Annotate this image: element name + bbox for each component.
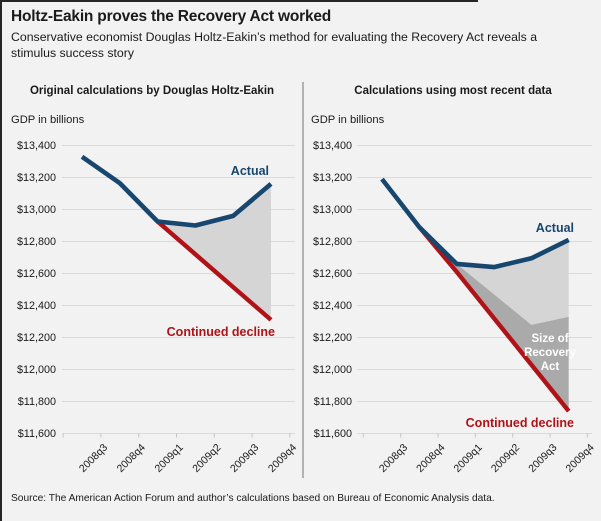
- left-chart-original-calculations: $13,400 $13,200 $13,000 $12,800 $12,600 $12,4…: [11, 85, 299, 475]
- size-of-recovery-act-label: Recovery: [524, 347, 576, 359]
- y-tick-label: $13,400: [313, 140, 352, 152]
- y-tick-label: $13,000: [17, 204, 56, 216]
- y-tick-label: $12,400: [313, 300, 352, 312]
- x-tick-label: 2009q4: [564, 442, 597, 475]
- panel-divider: [302, 82, 304, 478]
- y-tick-label: $12,000: [17, 364, 56, 376]
- stimulus-gap-area: [157, 183, 271, 320]
- y-tick-label: $12,000: [313, 364, 352, 376]
- gdp-axis-label: GDP in billions: [11, 114, 85, 126]
- panel-title: Calculations using most recent data: [354, 85, 552, 97]
- y-tick-label: $13,200: [313, 172, 352, 184]
- y-tick-label: $11,800: [18, 396, 56, 408]
- x-tick-label: 2009q2: [489, 442, 522, 475]
- actual-line: [380, 177, 570, 270]
- x-tick-label: 2008q4: [414, 442, 447, 475]
- y-tick-label: $11,600: [314, 428, 352, 440]
- actual-label: Actual: [536, 221, 574, 235]
- gdp-axis-label: GDP in billions: [311, 114, 385, 126]
- continued-decline-line: [156, 219, 273, 322]
- chart-header: Holtz-Eakin proves the Recovery Act work…: [11, 8, 586, 61]
- y-tick-label: $12,400: [17, 300, 56, 312]
- page-subtitle: Conservative economist Douglas Holtz-Eak…: [11, 30, 538, 60]
- x-tick-label: 2009q1: [452, 442, 485, 475]
- page-title: Holtz-Eakin proves the Recovery Act work…: [11, 8, 332, 25]
- y-tick-label: $11,600: [18, 428, 56, 440]
- panel-title: Original calculations by Douglas Holtz-E…: [30, 85, 274, 97]
- y-tick-label: $12,800: [17, 236, 56, 248]
- y-tick-label: $12,600: [17, 268, 56, 280]
- size-of-recovery-act-label: Size of: [531, 333, 568, 345]
- size-of-recovery-act-label: Act: [541, 361, 560, 373]
- y-tick-label: $12,200: [313, 332, 352, 344]
- x-tick-label: 2008q3: [377, 442, 410, 475]
- left-border-rule: [0, 0, 2, 521]
- right-chart-recent-data: $13,400 $13,200 $13,000 $12,800 $12,600 $12,4…: [311, 85, 597, 475]
- stimulus-gap-area: [456, 239, 569, 325]
- continued-decline-label: Continued decline: [466, 416, 574, 430]
- source-note: Source: The American Action Forum and au…: [11, 493, 495, 504]
- y-tick-label: $12,800: [313, 236, 352, 248]
- actual-label: Actual: [231, 164, 269, 178]
- y-tick-label: $13,000: [313, 204, 352, 216]
- actual-line: [80, 154, 273, 228]
- continued-decline-label: Continued decline: [167, 325, 275, 339]
- y-tick-label: $12,200: [17, 332, 56, 344]
- y-tick-label: $12,600: [313, 268, 352, 280]
- x-tick-label: 2009q3: [228, 442, 261, 475]
- x-tick-label: 2008q3: [77, 442, 110, 475]
- x-tick-label: 2009q3: [526, 442, 559, 475]
- top-border-rule: [0, 0, 478, 2]
- y-tick-label: $11,800: [314, 396, 352, 408]
- continued-decline-line: [417, 225, 571, 413]
- x-tick-label: 2009q4: [266, 442, 299, 475]
- y-tick-label: $13,400: [17, 140, 56, 152]
- x-tick-label: 2009q2: [190, 442, 223, 475]
- y-tick-label: $13,200: [17, 172, 56, 184]
- x-tick-label: 2008q4: [115, 442, 148, 475]
- x-tick-label: 2009q1: [152, 442, 185, 475]
